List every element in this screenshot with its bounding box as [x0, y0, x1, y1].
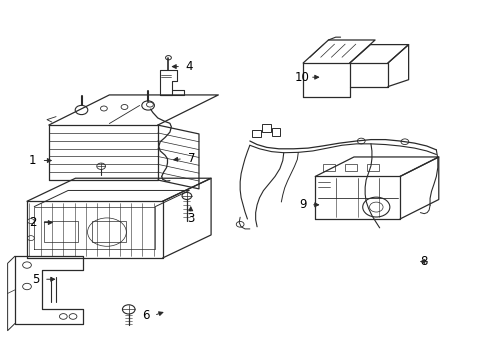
Bar — [252, 130, 261, 138]
Bar — [262, 124, 270, 132]
Text: 7: 7 — [188, 152, 196, 165]
Text: 1: 1 — [29, 154, 37, 167]
Bar — [93, 221, 126, 242]
Text: 5: 5 — [32, 273, 39, 286]
Bar — [323, 164, 335, 171]
Text: 3: 3 — [187, 212, 195, 225]
Text: 9: 9 — [299, 198, 307, 211]
Text: 6: 6 — [142, 309, 149, 322]
Bar — [271, 128, 280, 136]
Text: 8: 8 — [420, 255, 428, 268]
Bar — [345, 164, 357, 171]
Text: 10: 10 — [294, 71, 310, 84]
Bar — [367, 164, 379, 171]
Text: 2: 2 — [29, 216, 37, 229]
Bar — [44, 221, 78, 242]
Text: 4: 4 — [186, 60, 193, 73]
